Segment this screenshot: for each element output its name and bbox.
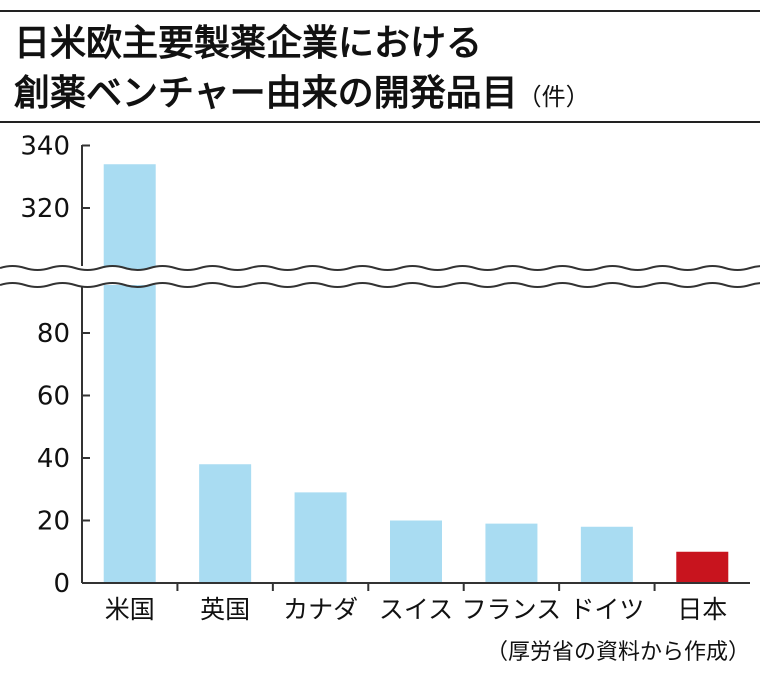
y-tick-label-low-0: 0: [53, 569, 70, 599]
chart-unit: （件）: [517, 83, 590, 111]
bar-1: [199, 464, 252, 583]
bar-5: [580, 526, 633, 583]
bar-4: [485, 523, 538, 583]
x-tick-label-1: 英国: [200, 595, 250, 624]
title-rule: [0, 121, 760, 123]
chart-title-line2-text: 創薬ベンチャー由来の開発品目: [14, 73, 518, 114]
y-tick-label-low-4: 80: [37, 319, 70, 349]
y-tick-label-low-2: 40: [37, 444, 70, 474]
axis-break-fill: [0, 270, 760, 285]
y-tick-label-low-3: 60: [37, 382, 70, 412]
x-tick-label-3: スイス: [379, 595, 453, 624]
y-tick-label-high-1: 340: [20, 132, 70, 162]
bar-3: [390, 520, 442, 583]
axis-break-line-bottom: [0, 282, 760, 288]
bar-2: [294, 492, 347, 583]
x-tick-label-6: 日本: [677, 595, 727, 624]
axis-break-line-top: [0, 265, 760, 271]
chart-title-line2: 創薬ベンチャー由来の開発品目（件）: [14, 72, 590, 119]
x-tick-label-4: フランス: [462, 595, 562, 624]
top-rule: [0, 10, 760, 12]
y-tick-label-high-0: 320: [20, 194, 70, 224]
bar-0: [103, 164, 156, 583]
x-tick-label-0: 米国: [105, 595, 155, 624]
x-tick-label-5: ドイツ: [569, 595, 644, 624]
chart-title-line1: 日米欧主要製薬企業における: [14, 23, 483, 64]
x-tick-label-2: カナダ: [283, 595, 358, 624]
source-note: （厚労省の資料から作成）: [485, 640, 750, 665]
bar-6: [676, 551, 729, 583]
y-tick-label-low-1: 20: [37, 507, 70, 537]
